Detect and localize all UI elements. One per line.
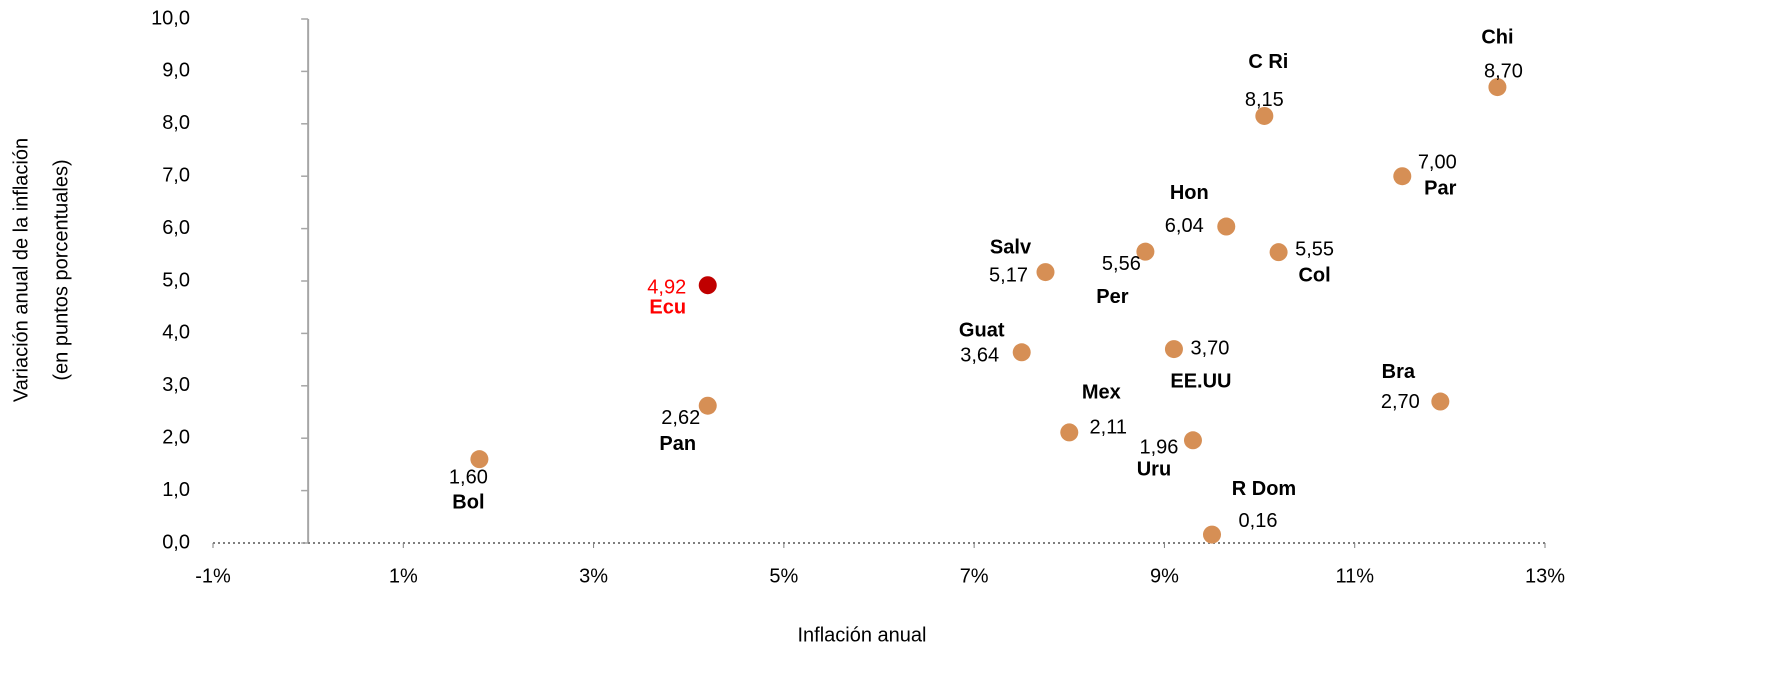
value-label: 2,62 <box>661 407 700 429</box>
x-tick-label: 5% <box>769 565 798 587</box>
value-label: 2,70 <box>1381 391 1420 413</box>
point-label: Per <box>1096 286 1128 308</box>
point-label: R Dom <box>1232 478 1296 500</box>
point-label: Bol <box>452 491 484 513</box>
value-label: 8,70 <box>1484 60 1523 82</box>
point-label: Salv <box>990 236 1032 258</box>
value-label: 3,70 <box>1190 337 1229 359</box>
value-label: 1,96 <box>1140 437 1179 459</box>
x-tick-label: 1% <box>389 565 418 587</box>
x-tick-label: 13% <box>1525 565 1565 587</box>
value-label: 5,56 <box>1102 253 1141 275</box>
point <box>1183 431 1202 450</box>
value-label: 7,00 <box>1418 151 1457 173</box>
y-tick-label: 2,0 <box>162 426 190 448</box>
y-tick-label: 9,0 <box>162 60 190 82</box>
point <box>1255 106 1274 125</box>
point-label: Mex <box>1082 382 1121 404</box>
y-tick-label: 5,0 <box>162 269 190 291</box>
point <box>1393 167 1412 186</box>
value-label: 3,64 <box>960 345 999 367</box>
value-label: 1,60 <box>449 466 488 488</box>
y-tick-label: 8,0 <box>162 112 190 134</box>
x-tick-label: 7% <box>960 565 989 587</box>
y-tick-label: 3,0 <box>162 374 190 396</box>
point <box>1488 78 1507 97</box>
value-label: 8,15 <box>1245 89 1284 111</box>
point-label: Col <box>1298 264 1330 286</box>
y-tick-label: 7,0 <box>162 164 190 186</box>
point-label: Pan <box>659 433 696 455</box>
x-tick-label: 9% <box>1150 565 1179 587</box>
point <box>1164 340 1183 359</box>
y-tick-label: 10,0 <box>151 7 190 29</box>
y-tick-label: 1,0 <box>162 479 190 501</box>
point <box>1012 343 1031 362</box>
y-axis-title: Variación anual de la inflación <box>10 138 32 402</box>
point <box>698 276 717 295</box>
point <box>1431 392 1450 411</box>
y-tick-label: 6,0 <box>162 217 190 239</box>
value-label: 4,92 <box>647 276 686 298</box>
y-tick-label: 4,0 <box>162 322 190 344</box>
point <box>470 450 489 469</box>
value-label: 5,55 <box>1295 238 1334 260</box>
value-label: 5,17 <box>989 264 1028 286</box>
point <box>1269 243 1288 262</box>
x-tick-label: 3% <box>579 565 608 587</box>
value-label: 0,16 <box>1239 510 1278 532</box>
y-axis-title: (en puntos porcentuales) <box>50 159 72 380</box>
point <box>1217 217 1236 236</box>
point <box>1136 242 1155 261</box>
value-label: 6,04 <box>1165 215 1204 237</box>
point <box>698 396 717 415</box>
point <box>1036 263 1055 282</box>
point-label: C Ri <box>1248 51 1288 73</box>
y-tick-label: 0,0 <box>162 531 190 553</box>
point-label: EE.UU <box>1170 370 1231 392</box>
x-tick-label: -1% <box>195 565 231 587</box>
point <box>1203 525 1221 544</box>
point-label: Ecu <box>649 296 686 318</box>
point-label: Uru <box>1137 459 1171 481</box>
x-axis-title: Inflación anual <box>798 624 927 646</box>
point-label: Bra <box>1382 361 1416 383</box>
point-label: Chi <box>1481 26 1513 48</box>
point-label: Par <box>1424 177 1456 199</box>
point-label: Hon <box>1170 182 1209 204</box>
point-label: Guat <box>959 320 1005 342</box>
value-label: 2,11 <box>1090 417 1127 439</box>
x-tick-label: 11% <box>1335 565 1374 587</box>
point <box>1060 423 1079 442</box>
